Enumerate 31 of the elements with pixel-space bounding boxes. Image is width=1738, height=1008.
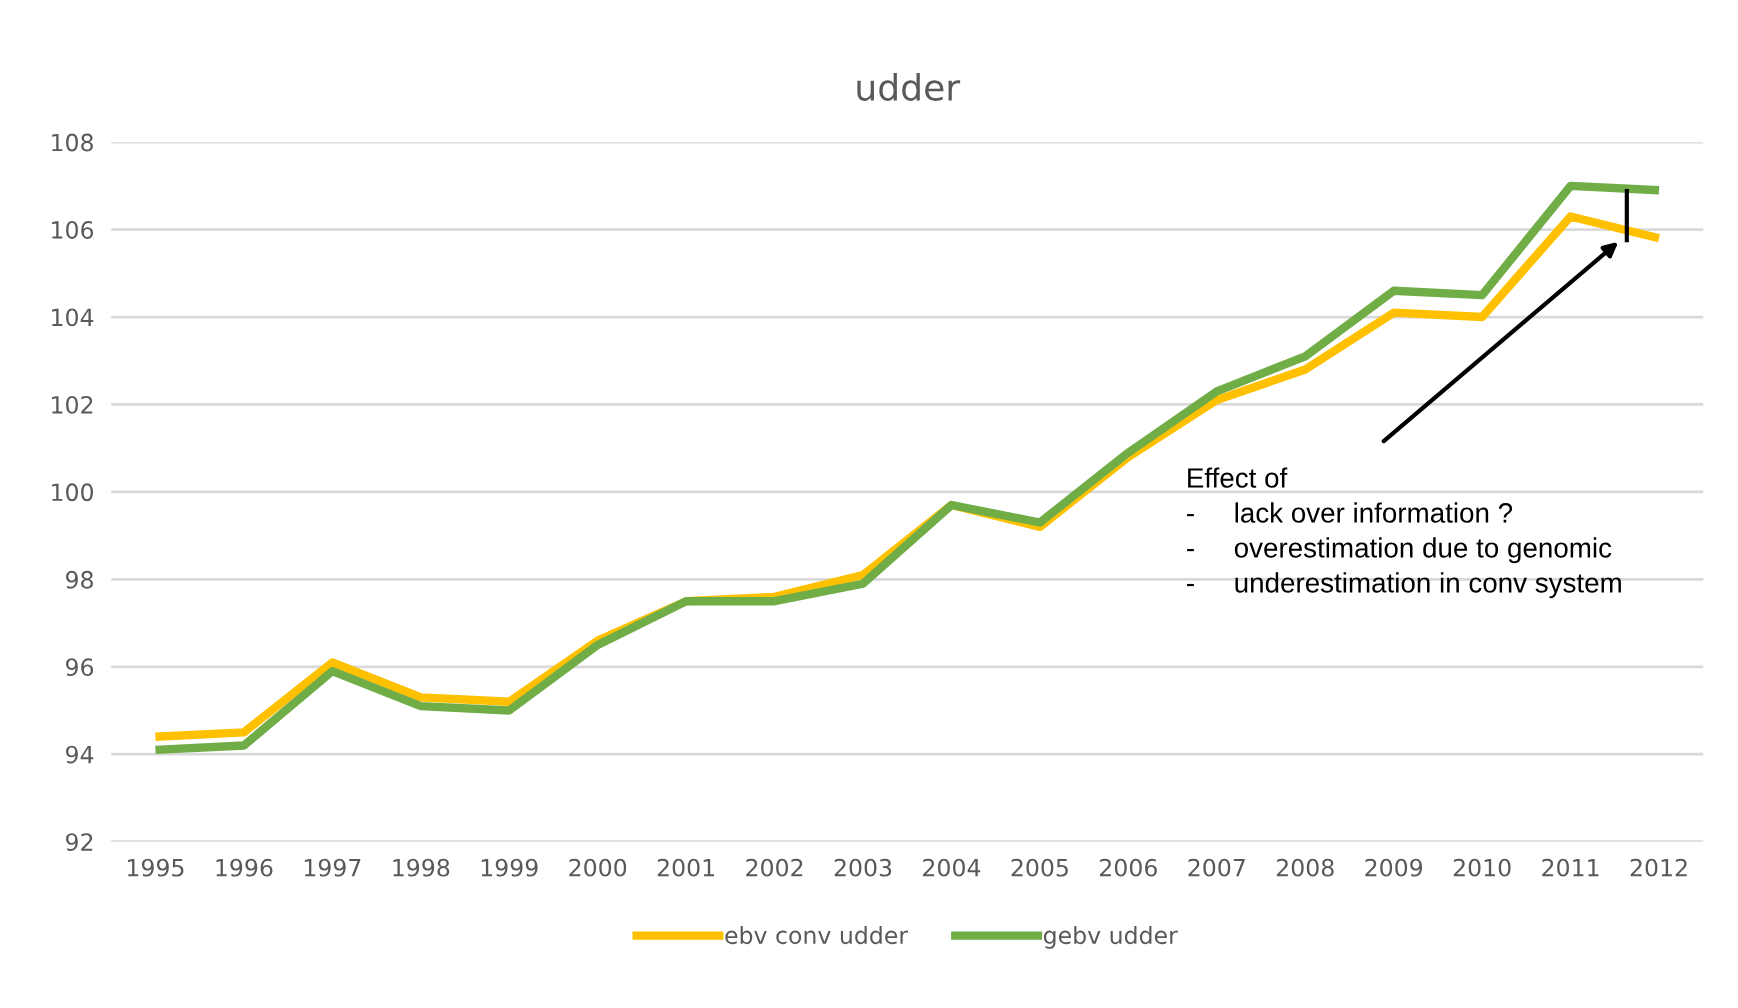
x-tick-label: 2012	[1630, 858, 1687, 877]
y-tick-label: 106	[52, 221, 94, 239]
y-tick-label: 100	[52, 483, 93, 502]
x-tick-label: 2007	[1188, 858, 1245, 877]
y-tick-label: 96	[66, 658, 94, 677]
annotation: Effect of - lack over information ? - overestimation due to genomic - underestimation in conv system	[1187, 467, 1621, 599]
x-tick-label: 2002	[746, 858, 803, 877]
x-tick-label: 2006	[1100, 858, 1157, 877]
x-tick-label: 2001	[657, 858, 714, 877]
y-tick-label: 104	[52, 308, 94, 327]
x-tick-label: 1997	[304, 858, 361, 877]
x-tick-label: 2005	[1011, 858, 1068, 877]
legend-label: gebv udder	[1043, 925, 1178, 949]
x-tick-label: 2008	[1276, 858, 1334, 877]
x-tick-label: 2009	[1365, 858, 1423, 877]
x-tick-label: 2011	[1542, 858, 1599, 877]
x-tick-label: 1995	[128, 858, 184, 877]
legend-label: ebv conv udder	[725, 925, 909, 945]
x-tick-label: 2003	[834, 858, 892, 877]
x-tick-label: 1998	[393, 858, 450, 877]
y-tick-label: 92	[66, 833, 93, 851]
x-tick-label: 2010	[1453, 858, 1511, 877]
y-tick-label: 94	[66, 745, 94, 764]
x-tick-label: 1996	[216, 858, 273, 877]
x-tick-label: 2000	[569, 858, 627, 877]
chart-title: udder	[857, 73, 961, 101]
y-tick-label: 102	[52, 395, 93, 414]
x-tick-label: 1999	[481, 858, 538, 877]
y-tick-label: 108	[52, 133, 93, 152]
x-tick-label: 2004	[923, 858, 981, 877]
y-tick-label: 98	[66, 570, 93, 589]
